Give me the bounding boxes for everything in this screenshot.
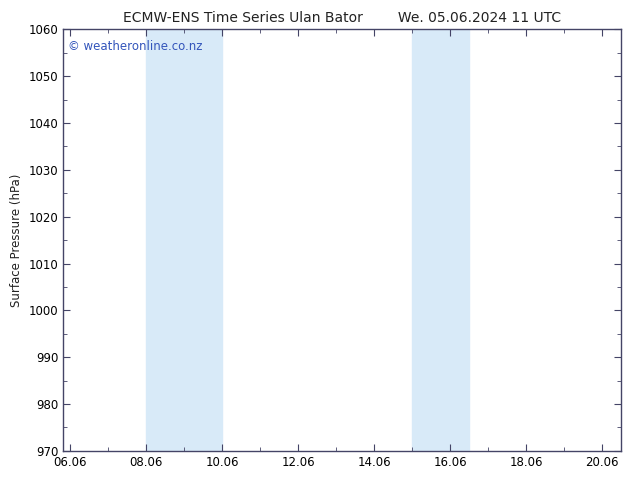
Text: © weatheronline.co.nz: © weatheronline.co.nz	[68, 40, 202, 53]
Title: ECMW-ENS Time Series Ulan Bator        We. 05.06.2024 11 UTC: ECMW-ENS Time Series Ulan Bator We. 05.0…	[123, 11, 562, 25]
Y-axis label: Surface Pressure (hPa): Surface Pressure (hPa)	[10, 173, 23, 307]
Bar	[146, 29, 222, 451]
Bar	[412, 29, 469, 451]
